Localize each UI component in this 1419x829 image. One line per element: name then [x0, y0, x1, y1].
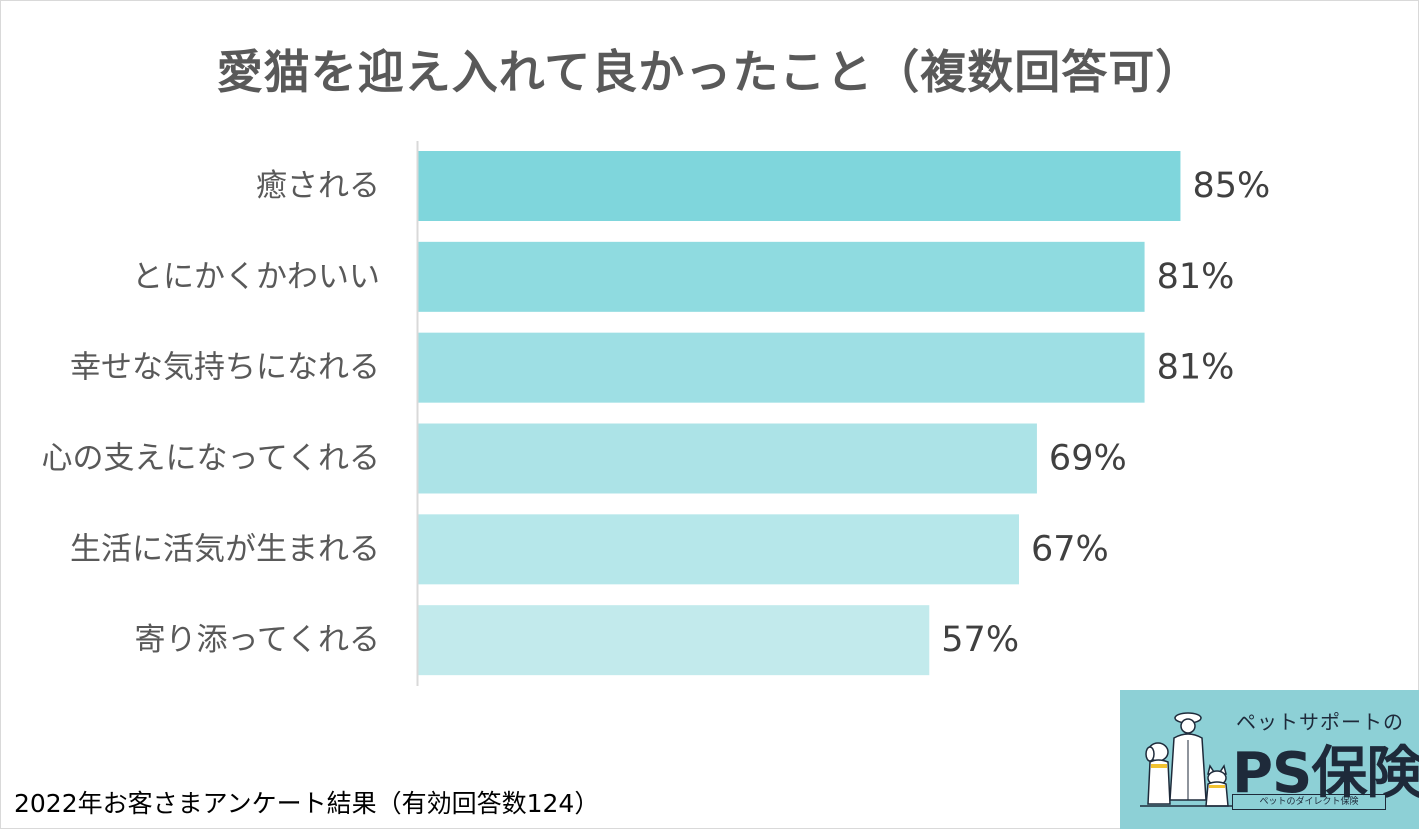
bar-2	[418, 241, 1145, 312]
bar-4	[418, 423, 1037, 494]
category-label-3: 幸せな気持ちになれる	[70, 350, 380, 386]
bar-6	[418, 605, 930, 676]
value-label-6: 57%	[941, 620, 1019, 660]
value-label-5: 67%	[1031, 529, 1109, 569]
value-label-1: 85%	[1192, 166, 1270, 206]
value-label-3: 81%	[1157, 348, 1235, 388]
category-label-6: 寄り添ってくれる	[134, 622, 380, 658]
value-label-2: 81%	[1157, 257, 1235, 297]
bars-layer: 癒される 85% とにかくかわいい 81% 幸せな気持ちになれる 81% 心の支えになってく…	[41, 151, 1270, 676]
value-label-4: 69%	[1049, 439, 1127, 479]
logo-subtitle: ペットのダイレクト保険	[1259, 797, 1359, 807]
logo-sub-box: ペットのダイレクト保険	[1232, 794, 1386, 810]
survey-footnote: 2022年お客さまアンケート結果（有効回答数124）	[14, 789, 600, 818]
category-label-4: 心の支えになってくれる	[41, 441, 380, 477]
logo-tagline: ペットサポートの	[1236, 710, 1404, 734]
ps-insurance-logo: ペットサポートの PS保険 ペットのダイレクト保険	[1120, 690, 1419, 829]
category-label-2: とにかくかわいい	[132, 259, 380, 295]
pet-owner-illustration-icon	[1140, 712, 1232, 807]
category-label-1: 癒される	[256, 168, 380, 204]
chart-title: 愛猫を迎え入れて良かったこと（複数回答可）	[216, 45, 1203, 99]
logo-brand-name: PS保険	[1232, 741, 1419, 806]
bar-3	[418, 332, 1145, 403]
category-label-5: 生活に活気が生まれる	[70, 531, 380, 567]
bar-5	[418, 514, 1019, 585]
bar-1	[418, 151, 1181, 221]
